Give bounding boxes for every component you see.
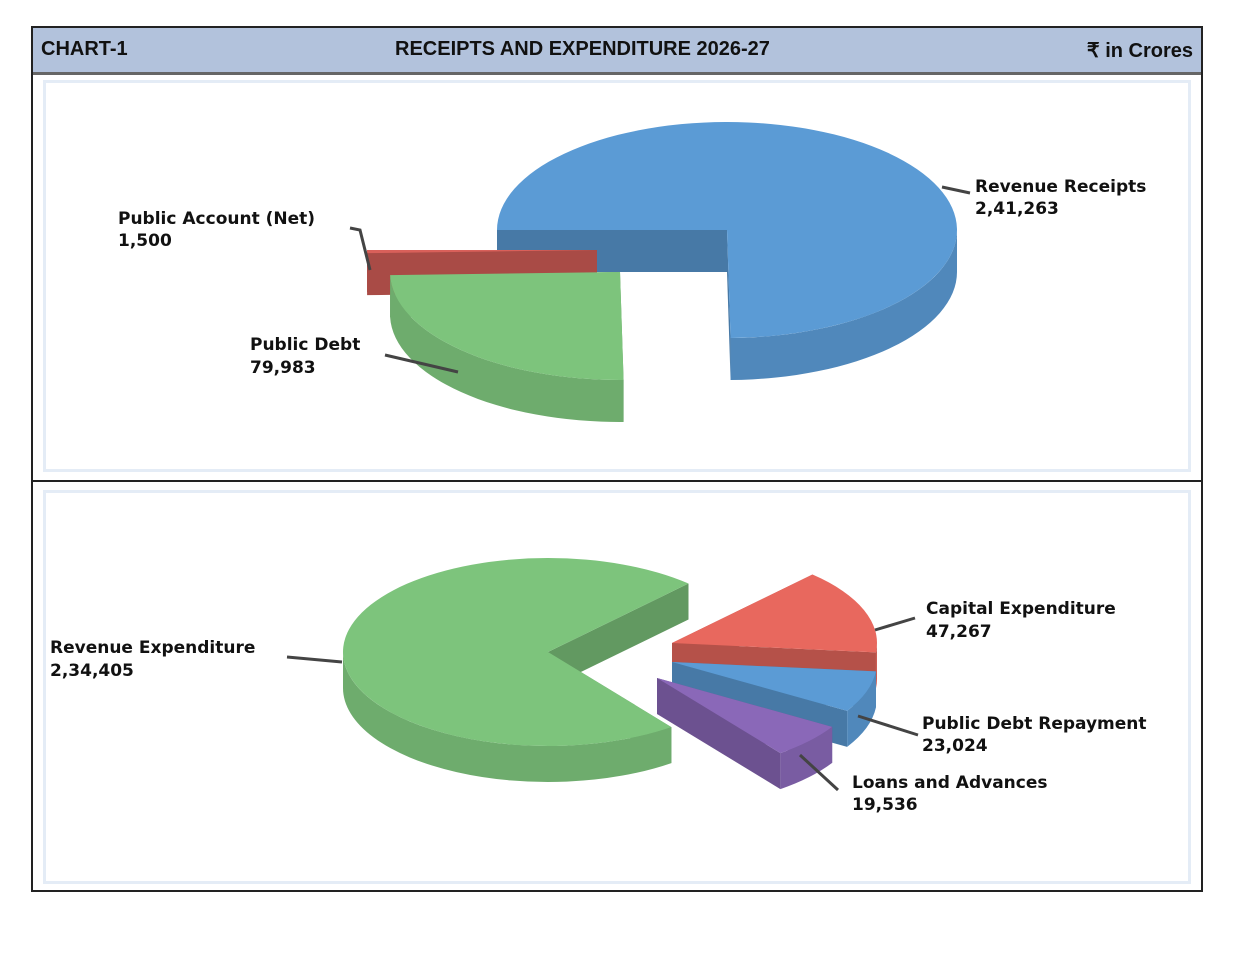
- slice-side: [780, 726, 833, 790]
- leader-line: [941, 185, 971, 195]
- leader-lines: [286, 185, 971, 792]
- expenditure-pie: [342, 557, 877, 790]
- leader-line: [857, 714, 919, 737]
- chart-header: CHART-1 RECEIPTS AND EXPENDITURE 2026-27…: [33, 28, 1201, 75]
- divider: [33, 480, 1201, 482]
- slice-label: Public Debt: [250, 335, 360, 355]
- pie-slice: [657, 678, 833, 754]
- slice-label: Revenue Expenditure: [50, 638, 255, 658]
- pie-slice: [390, 272, 624, 380]
- slice-label: Public Debt Repayment: [922, 714, 1147, 734]
- receipts-pie: [367, 121, 958, 423]
- pie-slice: [342, 557, 689, 746]
- slice-value: 23,024: [922, 736, 988, 756]
- pie-slice: [672, 574, 877, 653]
- slice-side: [847, 671, 876, 747]
- slice-cut-face: [727, 230, 731, 380]
- chart-id: CHART-1: [41, 38, 128, 60]
- leader-line: [349, 226, 372, 271]
- slice-side: [343, 652, 672, 782]
- slice-cut-face: [657, 678, 781, 790]
- slice-side: [875, 643, 877, 689]
- pie-slice: [497, 121, 958, 338]
- slice-value: 2,41,263: [975, 199, 1059, 219]
- slice-value: 19,536: [852, 795, 918, 815]
- slice-label: Loans and Advances: [852, 773, 1048, 793]
- leader-line: [798, 753, 840, 792]
- slice-side: [390, 275, 624, 423]
- slice-side: [730, 230, 957, 380]
- slice-cut-face: [548, 583, 689, 688]
- slice-label: Public Account (Net): [118, 209, 315, 229]
- slice-value: 1,500: [118, 231, 172, 251]
- slice-value: 47,267: [926, 622, 992, 642]
- expenditure-panel: [43, 490, 1191, 884]
- leader-line: [286, 655, 343, 664]
- leader-line: [874, 616, 916, 632]
- leader-line: [384, 353, 459, 374]
- slice-value: 79,983: [250, 358, 316, 378]
- pie-slice: [672, 662, 876, 711]
- slice-label: Capital Expenditure: [926, 599, 1116, 619]
- chart-title: RECEIPTS AND EXPENDITURE 2026-27: [395, 38, 770, 60]
- slice-label: Revenue Receipts: [975, 177, 1146, 197]
- unit-label: ₹ in Crores: [1086, 40, 1193, 62]
- pie-slice: [367, 250, 597, 254]
- slice-value: 2,34,405: [50, 661, 134, 681]
